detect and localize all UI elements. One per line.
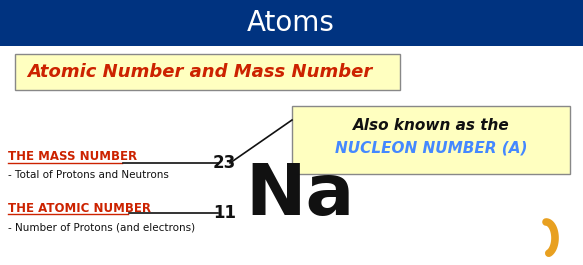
Text: Na: Na: [245, 161, 354, 229]
Text: Atomic Number and Mass Number: Atomic Number and Mass Number: [27, 63, 373, 81]
Text: NUCLEON NUMBER (A): NUCLEON NUMBER (A): [335, 140, 527, 156]
Text: THE MASS NUMBER: THE MASS NUMBER: [8, 151, 137, 164]
Text: 11: 11: [213, 204, 236, 222]
Text: - Number of Protons (and electrons): - Number of Protons (and electrons): [8, 223, 195, 233]
Text: - Total of Protons and Neutrons: - Total of Protons and Neutrons: [8, 170, 169, 180]
Text: Atoms: Atoms: [247, 9, 335, 37]
FancyBboxPatch shape: [0, 0, 583, 46]
Text: THE ATOMIC NUMBER: THE ATOMIC NUMBER: [8, 201, 151, 214]
Text: Also known as the: Also known as the: [353, 117, 510, 132]
FancyBboxPatch shape: [292, 106, 570, 174]
Text: 23: 23: [213, 154, 236, 172]
FancyBboxPatch shape: [0, 46, 583, 265]
FancyBboxPatch shape: [15, 54, 400, 90]
